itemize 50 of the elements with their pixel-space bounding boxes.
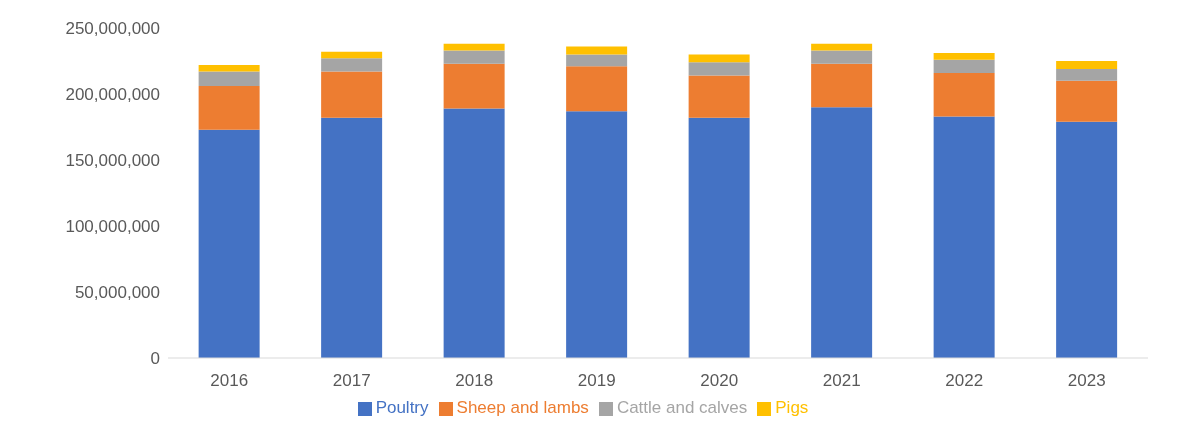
bar: [933, 116, 995, 358]
legend-label: Cattle and calves: [616, 398, 748, 417]
y-tick-label: 200,000,000: [65, 85, 160, 105]
bar: [443, 63, 505, 109]
y-tick-label: 250,000,000: [65, 19, 160, 39]
y-tick-label: 150,000,000: [65, 151, 160, 171]
legend-label: Sheep and lambs: [456, 398, 589, 417]
bar: [443, 43, 505, 51]
bar: [321, 71, 383, 118]
bar: [566, 54, 628, 67]
bar: [198, 86, 260, 130]
x-tick-label: 2023: [1067, 371, 1106, 391]
bar: [321, 51, 383, 59]
y-tick-label: 100,000,000: [65, 217, 160, 237]
bar: [198, 64, 260, 72]
bar: [933, 72, 995, 117]
bar: [198, 129, 260, 358]
bar: [321, 117, 383, 358]
x-tick-label: 2018: [455, 371, 494, 391]
legend-label: Poultry: [375, 398, 429, 417]
bar: [443, 108, 505, 358]
bar: [688, 75, 750, 118]
bar: [688, 54, 750, 63]
bar: [1056, 68, 1118, 81]
bar: [688, 117, 750, 358]
bar: [566, 46, 628, 55]
bar: [443, 50, 505, 64]
bar: [566, 66, 628, 112]
x-tick-label: 2020: [700, 371, 739, 391]
bar: [933, 53, 995, 60]
bar: [1056, 61, 1118, 69]
bar: [198, 71, 260, 87]
x-tick-label: 2021: [822, 371, 861, 391]
x-tick-label: 2022: [945, 371, 984, 391]
legend-label: Pigs: [775, 398, 809, 417]
y-tick-label: 50,000,000: [74, 283, 160, 303]
x-tick-label: 2016: [210, 371, 249, 391]
bar: [1056, 121, 1118, 358]
bar: [811, 43, 873, 51]
bar: [811, 50, 873, 64]
bar: [811, 107, 873, 358]
bar: [933, 59, 995, 73]
bar: [321, 58, 383, 72]
bar: [811, 63, 873, 108]
bar: [566, 111, 628, 358]
bar: [688, 62, 750, 76]
y-tick-label: 0: [150, 349, 160, 369]
bar: [1056, 80, 1118, 122]
x-tick-label: 2019: [577, 371, 616, 391]
x-tick-label: 2017: [332, 371, 371, 391]
